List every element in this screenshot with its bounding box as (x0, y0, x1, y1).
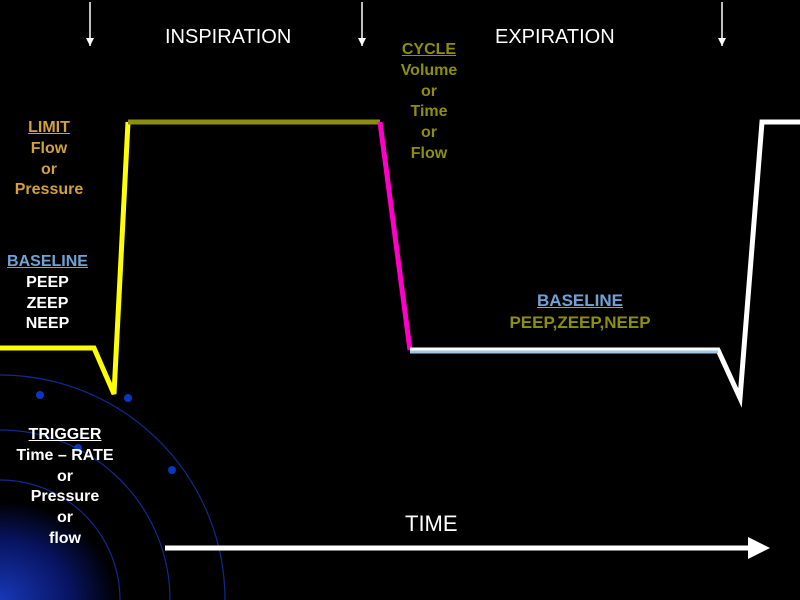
limit-line3: Pressure (10, 180, 88, 201)
inspiration-label: INSPIRATION (165, 24, 291, 50)
baseline-left-line1: PEEP (0, 273, 95, 294)
cycle-line3: Time (390, 102, 468, 123)
cycle-line2: or (390, 82, 468, 103)
trigger-header: TRIGGER (0, 425, 130, 446)
cycle-block: CYCLE Volume or Time or Flow (390, 40, 468, 165)
baseline-left-header: BASELINE (0, 252, 95, 273)
baseline-right-header: BASELINE (490, 290, 670, 312)
trigger-line5: flow (0, 529, 130, 550)
baseline-right-block: BASELINE PEEP,ZEEP,NEEP (490, 290, 670, 334)
cycle-line4: or (390, 123, 468, 144)
baseline-right-body: PEEP,ZEEP,NEEP (490, 312, 670, 334)
cycle-line1: Volume (390, 61, 468, 82)
cycle-header: CYCLE (390, 40, 468, 61)
trigger-line3: Pressure (0, 487, 130, 508)
expiration-label: EXPIRATION (495, 24, 615, 50)
trigger-block: TRIGGER Time – RATE or Pressure or flow (0, 425, 130, 550)
limit-line1: Flow (10, 139, 88, 160)
trigger-line2: or (0, 467, 130, 488)
time-axis-label: TIME (405, 510, 458, 539)
cycle-line5: Flow (390, 144, 468, 165)
trigger-line1: Time – RATE (0, 446, 130, 467)
trigger-line4: or (0, 508, 130, 529)
limit-line2: or (10, 160, 88, 181)
limit-block: LIMIT Flow or Pressure (10, 118, 88, 201)
limit-header: LIMIT (10, 118, 88, 139)
baseline-left-line3: NEEP (0, 314, 95, 335)
baseline-left-line2: ZEEP (0, 294, 95, 315)
baseline-left-block: BASELINE PEEP ZEEP NEEP (0, 252, 95, 335)
